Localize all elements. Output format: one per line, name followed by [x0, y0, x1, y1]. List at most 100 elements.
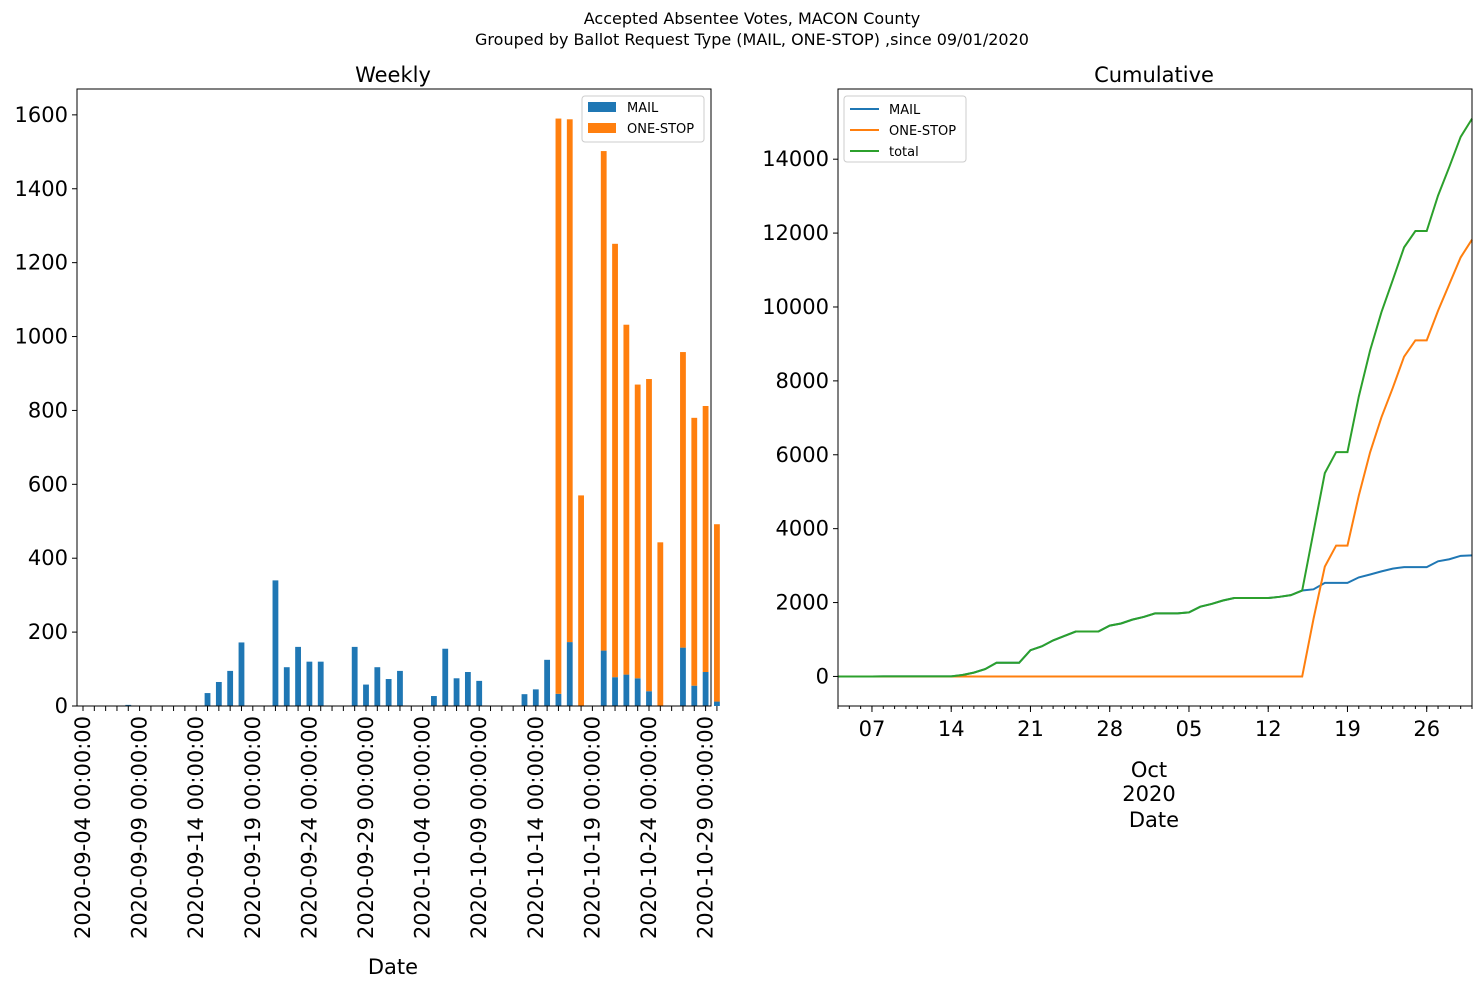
bar-one-stop [714, 524, 720, 702]
y-tick-label: 14000 [762, 147, 829, 171]
cumulative-plot-frame [837, 88, 1473, 707]
weekly-legend: MAIL ONE-STOP [581, 95, 705, 143]
bar-mail [306, 661, 313, 706]
bar-mail [702, 672, 709, 706]
legend-label: ONE-STOP [627, 122, 694, 137]
weekly-chart: Weekly 0 200 400 600 800 1000 1200 1400 1600 202… [15, 63, 720, 979]
y-tick-label: 0 [816, 664, 829, 688]
legend-label: total [889, 145, 919, 160]
bar-mail [125, 704, 132, 706]
bar-mail [612, 677, 618, 706]
legend-label: MAIL [889, 103, 921, 118]
x-tick-label: 07 [859, 717, 886, 741]
bar-mail [363, 684, 369, 706]
legend-swatch [588, 102, 616, 112]
legend-label: ONE-STOP [889, 124, 956, 139]
x-tick-label: 2020-10-04 00:00:00 [411, 716, 435, 939]
line-total [838, 118, 1473, 678]
bar-mail [295, 646, 301, 706]
cumulative-legend: MAIL ONE-STOP total [843, 95, 967, 163]
bar-mail [442, 648, 449, 706]
bar-mail [691, 685, 698, 706]
y-tick-label: 800 [28, 398, 68, 422]
bar-one-stop [623, 324, 630, 675]
y-tick-label: 0 [55, 694, 68, 718]
bar-one-stop [634, 384, 641, 679]
bar-mail [464, 672, 471, 706]
bar-mail [714, 701, 720, 706]
x-tick-label: 19 [1334, 717, 1361, 741]
bar-one-stop [600, 151, 607, 651]
weekly-x-axis-label: Date [368, 955, 418, 979]
bar-mail [521, 694, 528, 706]
bar-one-stop [691, 417, 698, 686]
y-tick-label: 10000 [762, 295, 829, 319]
weekly-chart-title: Weekly [355, 63, 431, 87]
x-tick-label: 21 [1017, 717, 1044, 741]
x-tick-label: 12 [1255, 717, 1282, 741]
legend-swatch [588, 123, 616, 133]
bar-one-stop [702, 405, 709, 673]
y-tick-label: 1000 [15, 325, 68, 349]
bar-mail [374, 667, 381, 706]
cumulative-x-axis-label: Date [1129, 808, 1179, 832]
x-tick-label: 2020-10-24 00:00:00 [637, 716, 661, 939]
x-tick-label: 2020-09-09 00:00:00 [128, 716, 152, 939]
x-tick-label: 28 [1096, 717, 1123, 741]
y-tick-label: 600 [28, 472, 68, 496]
legend-box [843, 95, 967, 163]
x-tick-label: 26 [1413, 717, 1440, 741]
bar-one-stop [566, 119, 573, 643]
bar-mail [680, 647, 686, 706]
bar-mail [646, 691, 652, 706]
bar-mail [532, 689, 539, 706]
x-tick-label: 2020-09-24 00:00:00 [297, 716, 321, 939]
y-tick-label: 1400 [15, 177, 68, 201]
x-tick-label: 2020-10-19 00:00:00 [580, 716, 604, 939]
x-tick-label: 2020-09-19 00:00:00 [241, 716, 265, 939]
y-tick-label: 4000 [776, 517, 829, 541]
y-tick-label: 200 [28, 620, 68, 644]
bar-one-stop [578, 495, 584, 706]
x-tick-label: 2020-10-29 00:00:00 [694, 716, 718, 939]
bar-mail [431, 696, 437, 706]
weekly-plot-frame [76, 88, 712, 707]
bar-one-stop [646, 379, 652, 692]
line-one-stop [838, 239, 1473, 678]
x-tick-label: 2020-10-14 00:00:00 [524, 716, 548, 939]
bar-mail [634, 678, 641, 706]
bar-mail [351, 646, 358, 706]
y-tick-label: 1200 [15, 251, 68, 275]
bar-mail [227, 670, 234, 706]
x-tick-label: 2020-09-29 00:00:00 [354, 716, 378, 939]
bar-mail [385, 679, 392, 706]
bar-mail [397, 670, 403, 706]
y-tick-label: 6000 [776, 443, 829, 467]
cumulative-chart-title: Cumulative [1094, 63, 1214, 87]
bar-one-stop [657, 542, 664, 706]
bar-one-stop [612, 243, 618, 678]
y-tick-label: 2000 [776, 591, 829, 615]
bar-mail [204, 693, 211, 706]
bar-mail [215, 681, 222, 706]
bar-mail [566, 642, 573, 706]
bar-mail [555, 693, 562, 706]
bar-mail [623, 674, 630, 706]
bar-mail [453, 678, 460, 706]
bar-mail [476, 680, 483, 706]
line-mail [838, 554, 1473, 678]
cumulative-x-month-label: Oct [1131, 758, 1167, 782]
y-tick-label: 1600 [15, 103, 68, 127]
figure-title-line2: Grouped by Ballot Request Type (MAIL, ON… [475, 30, 1029, 49]
cumulative-x-year-label: 2020 [1122, 782, 1175, 806]
bar-one-stop [555, 118, 562, 694]
figure-title-line1: Accepted Absentee Votes, MACON County [584, 9, 920, 28]
cumulative-chart: Cumulative 0 2000 4000 6000 8000 10000 12000 14… [762, 63, 1473, 832]
bar-mail [600, 650, 607, 706]
x-tick-label: 14 [938, 717, 965, 741]
x-tick-label: 2020-09-04 00:00:00 [71, 716, 95, 939]
bar-mail [544, 659, 551, 706]
x-tick-label: 2020-09-14 00:00:00 [184, 716, 208, 939]
bar-mail [238, 642, 245, 706]
